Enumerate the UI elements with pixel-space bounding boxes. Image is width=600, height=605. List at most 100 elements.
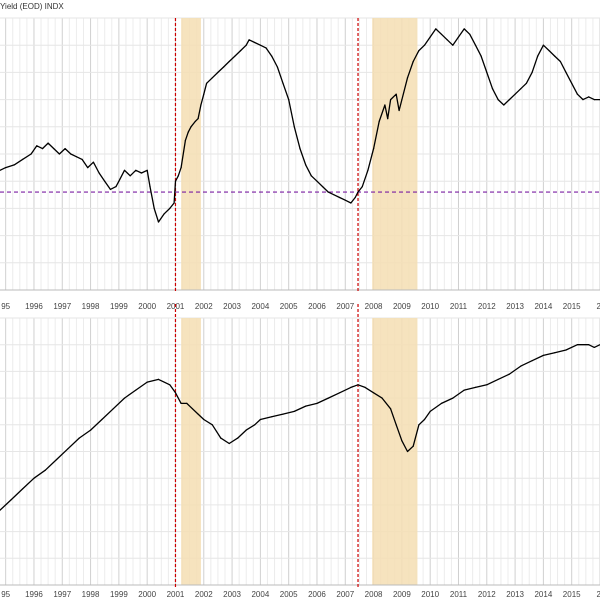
- x-tick-label: 2012: [478, 590, 496, 599]
- top-data-point: [70, 153, 72, 155]
- bottom-data-point: [293, 410, 295, 412]
- x-tick-label: 2004: [251, 590, 269, 599]
- top-data-point: [41, 148, 44, 150]
- bottom-data-point: [211, 424, 213, 426]
- top-data-point: [174, 180, 177, 182]
- x-tick-label: 2(: [596, 590, 600, 599]
- x-tick-label: 2007: [336, 302, 354, 311]
- top-data-point: [206, 82, 208, 84]
- top-data-point: [418, 50, 420, 52]
- top-data-point: [520, 88, 522, 90]
- x-tick-label: 2001: [167, 590, 185, 599]
- top-data-point: [395, 93, 397, 95]
- bottom-data-point: [305, 405, 307, 407]
- x-tick-label: 2007: [336, 590, 354, 599]
- top-data-point: [582, 99, 584, 101]
- bottom-data-point: [186, 402, 188, 404]
- bottom-data-point: [401, 440, 403, 442]
- top-data-point: [276, 66, 278, 68]
- top-series-line: [0, 28, 600, 223]
- bottom-data-point: [254, 424, 256, 426]
- top-data-point: [81, 158, 83, 160]
- top-data-point: [217, 71, 219, 73]
- top-data-point: [271, 55, 273, 57]
- top-data-point: [173, 202, 175, 204]
- x-tick-label: 2013: [506, 590, 524, 599]
- bottom-data-point: [440, 402, 443, 404]
- top-data-point: [180, 167, 182, 169]
- bottom-data-point: [67, 448, 69, 450]
- top-data-point: [187, 131, 189, 133]
- top-data-point: [200, 104, 202, 106]
- bottom-data-point: [10, 499, 12, 501]
- top-data-point: [537, 55, 539, 57]
- bottom-data-point: [339, 392, 341, 394]
- x-tick-label: 2008: [365, 590, 383, 599]
- bottom-data-point: [542, 354, 545, 356]
- top-data-point: [497, 99, 499, 101]
- top-data-point: [350, 202, 352, 204]
- top-data-point: [491, 88, 494, 90]
- shaded-region-2: [372, 18, 418, 290]
- bottom-data-point: [22, 488, 24, 490]
- top-data-point: [259, 44, 261, 46]
- bottom-data-point: [373, 392, 375, 394]
- x-tick-label: 2006: [308, 590, 326, 599]
- bottom-data-point: [174, 392, 177, 394]
- bottom-data-point: [44, 469, 46, 471]
- top-data-point: [30, 153, 32, 155]
- top-data-point: [344, 199, 346, 201]
- bottom-data-point: [197, 413, 199, 415]
- top-data-point: [13, 164, 15, 166]
- x-tick-label: 2013: [506, 302, 524, 311]
- top-data-point: [288, 99, 290, 101]
- bottom-data-point: [259, 418, 261, 421]
- bottom-data-point: [157, 378, 160, 380]
- top-data-point: [5, 167, 7, 169]
- top-data-point: [367, 169, 369, 171]
- bottom-data-point: [412, 445, 414, 447]
- x-tick-label: 1996: [25, 590, 43, 599]
- x-tick-label: 2009: [393, 590, 411, 599]
- x-tick-label: 2002: [195, 302, 213, 311]
- x-tick-label: 2002: [195, 590, 213, 599]
- x-tick-label: 1999: [110, 302, 128, 311]
- x-tick-label: 2011: [450, 302, 468, 311]
- top-data-point: [387, 118, 389, 120]
- top-data-point: [423, 44, 426, 46]
- top-data-point: [123, 169, 126, 171]
- top-data-point: [542, 44, 545, 46]
- top-data-point: [75, 156, 77, 158]
- top-data-point: [429, 36, 431, 38]
- bottom-data-point: [101, 418, 103, 421]
- top-data-point: [146, 169, 148, 171]
- x-tick-label: 2006: [308, 302, 326, 311]
- top-data-point: [588, 96, 590, 98]
- top-data-point: [559, 60, 562, 63]
- top-data-point: [463, 28, 465, 30]
- top-data-point: [452, 44, 454, 46]
- chart-title: Yield (EOD) INDX: [0, 2, 64, 11]
- x-tick-label: 2003: [223, 302, 241, 311]
- bottom-data-point: [203, 418, 205, 421]
- top-data-point: [240, 50, 242, 52]
- x-tick-label: 2000: [138, 590, 156, 599]
- top-data-point: [254, 41, 256, 44]
- top-data-point: [339, 196, 341, 199]
- top-data-point: [571, 82, 573, 84]
- bottom-data-point: [520, 365, 522, 367]
- top-data-point: [265, 47, 267, 49]
- top-data-point: [64, 148, 66, 150]
- top-data-point: [129, 175, 131, 177]
- bottom-panel: 95 1996 1997 1998 1999 2000 2001 2002 2003 2004 20…: [0, 304, 600, 599]
- top-data-point: [508, 99, 510, 101]
- top-data-point: [406, 77, 409, 79]
- bottom-data-point: [381, 397, 383, 399]
- bottom-data-point: [350, 386, 352, 388]
- bottom-data-point: [56, 458, 58, 461]
- x-tick-label: 2010: [421, 590, 439, 599]
- x-tick-label: 2000: [138, 302, 156, 311]
- bottom-data-point: [486, 384, 488, 386]
